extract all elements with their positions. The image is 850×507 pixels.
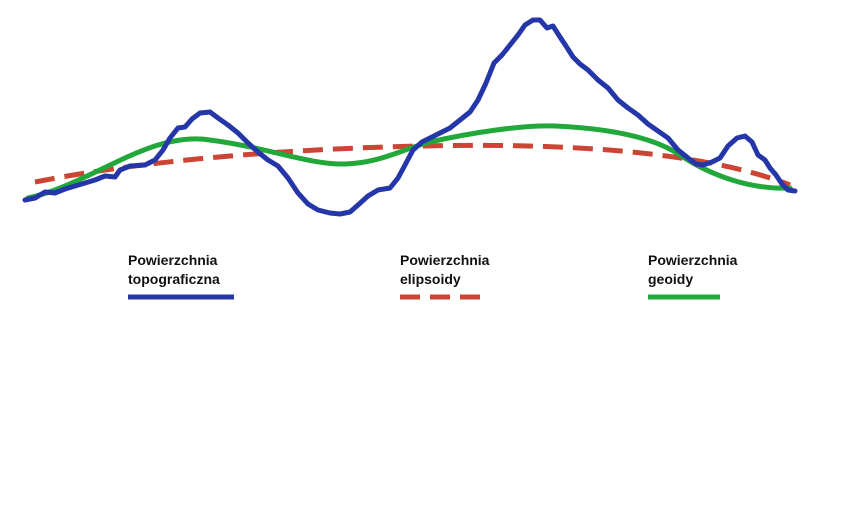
legend-topographic-label: Powierzchnia topograficzna	[128, 252, 220, 287]
geoid-surface-curve	[25, 123, 793, 201]
legend-geoid-label: Powierzchnia geoidy	[648, 252, 738, 287]
topographic-surface-curve	[22, 17, 798, 217]
legend-topographic: Powierzchnia topograficzna	[128, 251, 238, 301]
legend-ellipsoid-label: Powierzchnia elipsoidy	[400, 252, 490, 287]
legend-geoid-swatch	[648, 294, 720, 300]
legend-topographic-swatch	[128, 294, 234, 300]
legend-ellipsoid: Powierzchnia elipsoidy	[400, 251, 490, 301]
legend-geoid: Powierzchnia geoidy	[648, 251, 737, 301]
legend-ellipsoid-swatch	[400, 294, 480, 300]
